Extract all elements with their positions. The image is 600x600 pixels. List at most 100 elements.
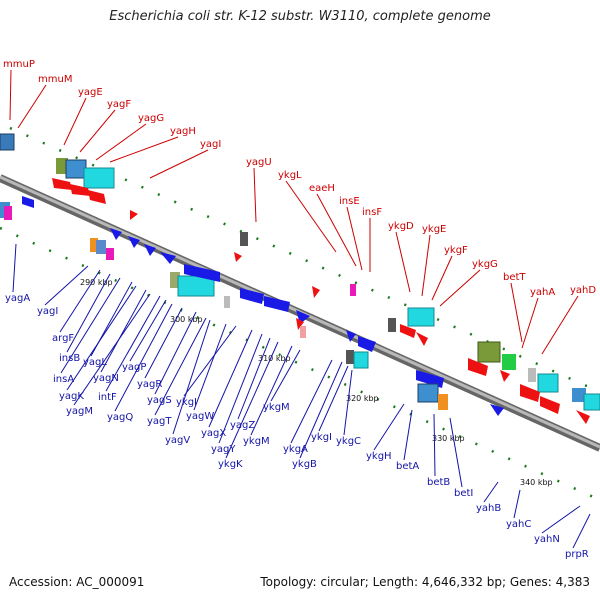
forward-gene-label: mmuP <box>3 59 35 70</box>
feature-block <box>90 238 98 252</box>
topology-label: Topology: circular; Length: 4,646,332 bp… <box>260 575 590 589</box>
reverse-leader-line <box>193 323 227 411</box>
reverse-leader-line <box>208 329 253 428</box>
forward-gene-label: mmuM <box>38 74 72 85</box>
feature-block <box>300 326 306 338</box>
forward-gene-label: yagI <box>200 139 221 150</box>
forward-gene <box>312 286 320 298</box>
position-ticks: 290 kbp 300 kbp 310 kbp 320 kbp 330 kbp … <box>80 278 553 487</box>
reverse-gene-label: yagT <box>147 416 172 427</box>
tick-label: 290 kbp <box>80 278 113 287</box>
forward-leader-line <box>439 269 481 307</box>
forward-gene-label: insF <box>362 207 382 218</box>
reverse-gene-label: yagI <box>37 306 58 317</box>
reverse-leader-line <box>403 409 413 461</box>
reverse-gene-label: yagZ <box>230 420 255 431</box>
forward-gene-label: ykgL <box>278 170 302 181</box>
forward-gene-label: yahA <box>530 287 555 298</box>
feature-block <box>438 394 448 410</box>
forward-gene-label: ykgG <box>472 259 498 270</box>
forward-gene-label: eaeH <box>309 183 335 194</box>
reverse-gene <box>240 288 264 304</box>
reverse-leader-line <box>483 481 499 503</box>
reverse-gene <box>358 336 376 352</box>
reverse-gene-label: betB <box>427 477 450 488</box>
reverse-gene-label: ykgI <box>311 432 332 443</box>
forward-gene-label: ykgF <box>444 245 468 256</box>
feature-block <box>537 373 559 393</box>
feature-block <box>224 296 230 308</box>
reverse-leader-line <box>105 295 161 392</box>
reverse-leader-line <box>12 243 17 293</box>
reverse-leader-line <box>270 349 301 402</box>
reverse-leader-line <box>433 413 436 477</box>
forward-gene-label: yahD <box>570 285 596 296</box>
feature-block <box>65 159 87 179</box>
feature-block <box>417 383 439 403</box>
feature-block <box>353 351 369 369</box>
feature-block <box>83 167 115 189</box>
forward-gene-label: yagH <box>170 126 196 137</box>
forward-gene-label: ykgE <box>422 224 446 235</box>
forward-gene <box>88 190 106 204</box>
forward-gene <box>576 410 590 424</box>
reverse-leader-line <box>73 293 151 406</box>
reverse-leader-line <box>66 273 111 353</box>
reverse-gene-label: yagV <box>165 435 190 446</box>
reverse-gene-label: yagY <box>211 444 236 455</box>
reverse-gene-label: argF <box>52 333 74 344</box>
feature-block <box>170 272 180 288</box>
reverse-leader-line <box>154 311 197 395</box>
reverse-gene-label: yahC <box>506 519 531 530</box>
reverse-gene-label: yagS <box>147 395 172 406</box>
forward-gene <box>52 178 72 190</box>
feature-block <box>407 307 435 327</box>
feature-block <box>56 158 68 174</box>
forward-gene <box>500 370 510 382</box>
reverse-gene-label: yagK <box>59 391 84 402</box>
reverse-leader-line <box>343 369 353 436</box>
reverse-gene-label: yahN <box>534 534 560 545</box>
reverse-leader-line <box>250 345 293 436</box>
forward-leader-line <box>431 255 453 301</box>
reverse-gene <box>264 296 290 312</box>
reverse-leader-line <box>299 361 343 459</box>
reverse-leader-line <box>172 319 211 435</box>
feature-block <box>572 388 586 402</box>
feature-block <box>346 350 354 364</box>
forward-gene-label: betT <box>503 272 526 283</box>
reverse-leader-line <box>290 359 333 444</box>
feature-block <box>583 393 600 411</box>
forward-gene <box>70 184 90 196</box>
forward-gene-label: insE <box>339 196 360 207</box>
forward-leader-line <box>63 97 87 146</box>
forward-gene <box>468 358 488 376</box>
reverse-gene <box>110 228 122 240</box>
gene-features <box>0 133 600 424</box>
forward-gene <box>540 396 560 414</box>
reverse-gene <box>490 404 504 416</box>
reverse-leader-line <box>373 403 405 451</box>
feature-block <box>477 341 501 363</box>
feature-block <box>350 284 356 296</box>
reverse-gene-label: yagP <box>122 362 146 373</box>
forward-leader-line <box>9 69 12 121</box>
reverse-leader-line <box>60 277 121 374</box>
tick-label: 300 kbp <box>170 315 203 324</box>
feature-block <box>0 133 15 151</box>
reverse-gene-label: ykgM <box>243 436 270 447</box>
reverse-gene-label: yagL <box>83 357 107 368</box>
feature-block <box>96 240 106 254</box>
tick-label: 340 kbp <box>520 478 553 487</box>
feature-block <box>528 368 536 382</box>
reverse-leader-line <box>513 489 521 519</box>
map-title: Escherichia coli str. K-12 substr. W3110… <box>109 9 491 24</box>
forward-gene <box>416 332 428 346</box>
reverse-leader-line <box>225 341 279 459</box>
reverse-gene-label: betI <box>454 488 473 499</box>
forward-gene <box>400 324 416 338</box>
reverse-gene <box>160 252 176 264</box>
forward-leader-line <box>421 234 431 297</box>
